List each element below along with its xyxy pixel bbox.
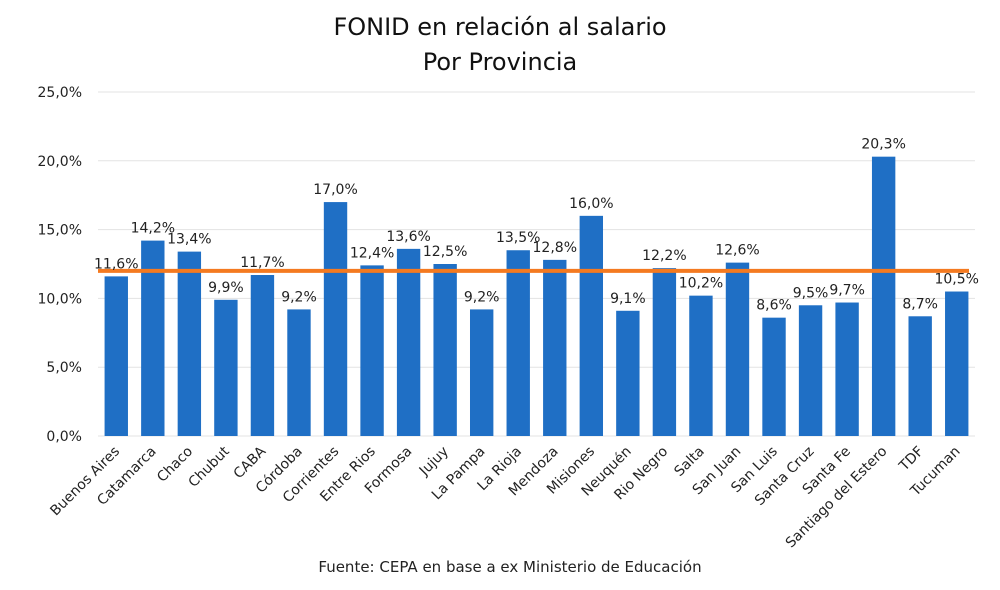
bar [141, 240, 165, 436]
data-label: 14,2% [131, 221, 175, 237]
data-label: 12,5% [423, 244, 467, 260]
chart-subtitle: Por Provincia [423, 48, 578, 76]
data-label: 10,2% [679, 276, 723, 292]
chart-source: Fuente: CEPA en base a ex Ministerio de … [318, 558, 701, 576]
bar [360, 265, 384, 436]
x-tick-label: Chubut [186, 443, 234, 491]
y-tick-label: 5,0% [46, 360, 82, 376]
bar [396, 248, 421, 436]
data-label: 11,7% [240, 255, 284, 271]
bar [104, 276, 128, 436]
bar [250, 275, 275, 436]
data-label: 12,2% [642, 248, 686, 264]
data-label: 20,3% [861, 137, 905, 153]
bar [177, 251, 202, 436]
data-label: 9,1% [610, 291, 646, 307]
data-label: 16,0% [569, 196, 613, 212]
y-tick-label: 0,0% [46, 429, 82, 445]
bar [616, 310, 640, 436]
bar [798, 305, 823, 436]
y-tick-label: 15,0% [38, 223, 82, 239]
data-label: 10,5% [934, 272, 978, 288]
bar [323, 202, 348, 436]
bar [214, 299, 238, 436]
data-label: 9,2% [281, 289, 317, 305]
y-tick-label: 20,0% [38, 154, 82, 170]
bar [835, 302, 859, 436]
data-label: 8,6% [756, 298, 792, 314]
bar [469, 309, 494, 436]
data-label: 11,6% [94, 256, 138, 272]
x-tick-label: TDF [896, 444, 927, 475]
data-label: 12,4% [350, 245, 394, 261]
bar [506, 250, 530, 436]
bar [689, 295, 713, 436]
bar [543, 259, 567, 436]
data-label: 9,2% [464, 289, 500, 305]
chart-title: FONID en relación al salario [333, 13, 666, 41]
data-label: 12,6% [715, 243, 759, 259]
bar [652, 268, 677, 436]
data-label: 8,7% [902, 296, 938, 312]
bar [945, 291, 969, 436]
data-label: 13,5% [496, 230, 540, 246]
data-label: 17,0% [313, 182, 357, 198]
bar [762, 317, 786, 436]
data-label: 9,9% [208, 280, 244, 296]
y-tick-label: 10,0% [38, 291, 82, 307]
y-tick-label: 25,0% [38, 85, 82, 101]
bar [287, 309, 311, 436]
data-label: 9,7% [829, 283, 865, 299]
bar [871, 156, 896, 436]
bar [579, 215, 604, 436]
bar [908, 316, 932, 436]
bar [725, 262, 750, 436]
data-label: 9,5% [793, 285, 829, 301]
data-label: 13,6% [386, 229, 430, 245]
data-label: 13,4% [167, 232, 211, 248]
bar [433, 264, 457, 436]
data-label: 12,8% [533, 240, 577, 256]
